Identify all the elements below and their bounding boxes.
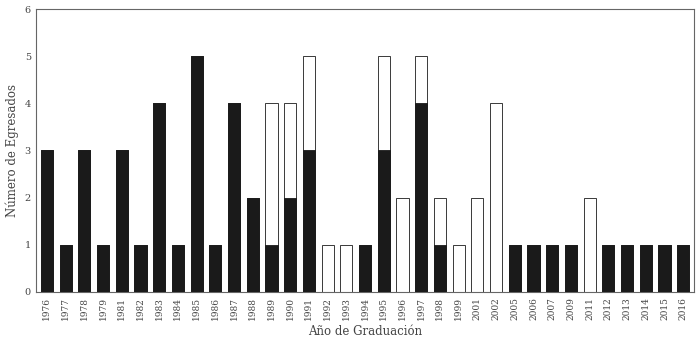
Bar [209, 245, 221, 292]
Bar [359, 245, 371, 292]
Bar [97, 245, 109, 292]
Bar [228, 103, 240, 292]
Bar [303, 150, 315, 292]
Bar [134, 245, 146, 292]
Bar [190, 56, 203, 292]
Bar [97, 245, 109, 292]
Bar [209, 245, 221, 292]
Bar [41, 150, 53, 292]
Bar [546, 245, 559, 292]
Bar [78, 150, 90, 292]
Bar [284, 103, 296, 292]
Bar [228, 103, 240, 292]
Bar [509, 245, 521, 292]
Bar [640, 245, 652, 292]
Bar [546, 245, 559, 292]
Bar [321, 245, 334, 292]
Bar [640, 245, 652, 292]
Bar [340, 245, 353, 292]
Bar [78, 150, 90, 292]
Bar [172, 245, 184, 292]
Bar [134, 245, 146, 292]
Bar [359, 245, 371, 292]
Bar [602, 245, 615, 292]
Bar [471, 197, 484, 292]
Bar [509, 245, 521, 292]
Bar [172, 245, 184, 292]
Bar [284, 197, 296, 292]
Bar [303, 56, 315, 292]
Bar [677, 245, 690, 292]
Bar [434, 197, 446, 292]
Y-axis label: Número de Egresados: Número de Egresados [6, 84, 19, 217]
Bar [659, 245, 671, 292]
Bar [415, 56, 427, 292]
Bar [659, 245, 671, 292]
Bar [527, 245, 540, 292]
Bar [396, 197, 409, 292]
Bar [677, 245, 690, 292]
Bar [116, 150, 128, 292]
Bar [116, 150, 128, 292]
Bar [490, 103, 502, 292]
Bar [153, 103, 165, 292]
Bar [602, 245, 615, 292]
Bar [265, 103, 278, 292]
Bar [415, 103, 427, 292]
Bar [265, 245, 278, 292]
Bar [378, 150, 390, 292]
Bar [565, 245, 577, 292]
Bar [153, 103, 165, 292]
Bar [60, 245, 71, 292]
Bar [621, 245, 634, 292]
Bar [584, 197, 596, 292]
Bar [453, 245, 465, 292]
Bar [565, 245, 577, 292]
Bar [60, 245, 71, 292]
Bar [41, 150, 53, 292]
Bar [246, 197, 259, 292]
Bar [434, 245, 446, 292]
Bar [378, 56, 390, 292]
Bar [621, 245, 634, 292]
Bar [246, 197, 259, 292]
Bar [190, 56, 203, 292]
X-axis label: Año de Graduación: Año de Graduación [308, 325, 422, 338]
Bar [527, 245, 540, 292]
